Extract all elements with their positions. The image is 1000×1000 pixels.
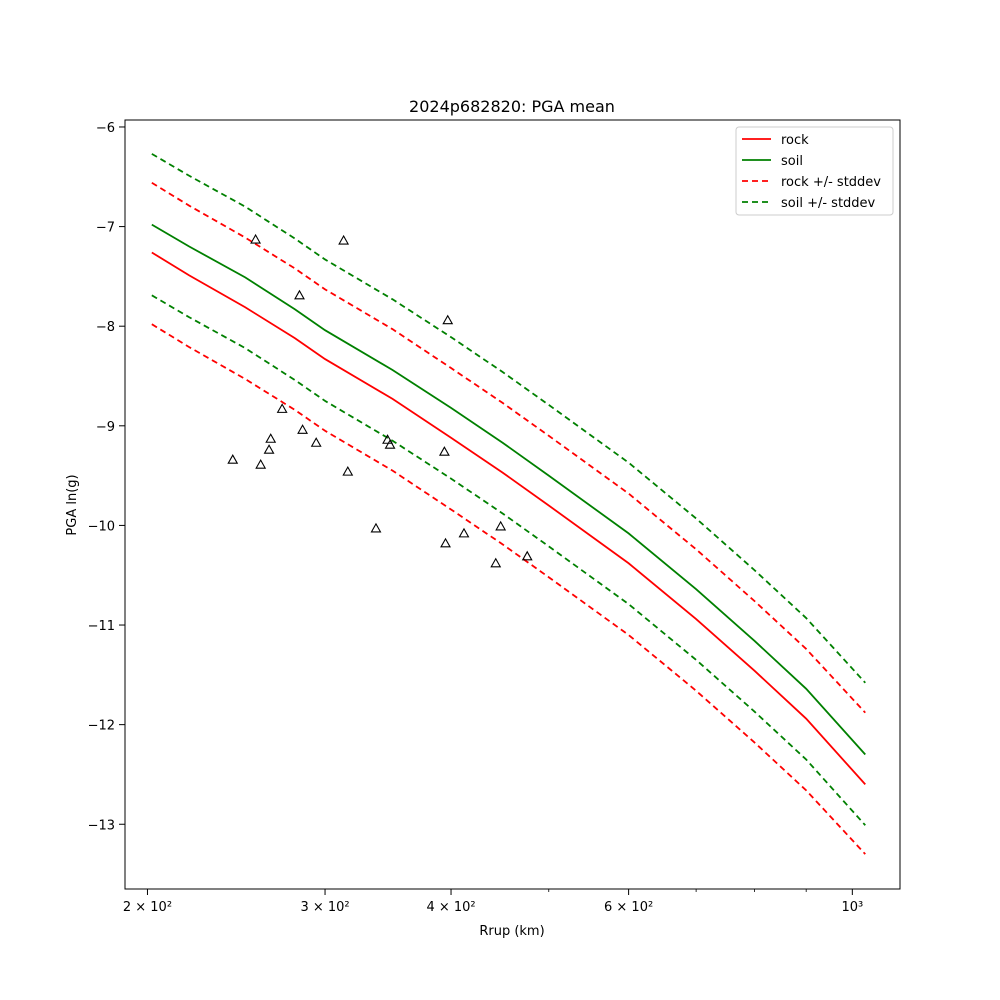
observation-point [382,434,393,444]
observation-point [458,527,470,538]
y-tick-label: −9 [96,420,115,435]
observation-point [255,459,267,469]
y-tick-label: −11 [88,619,115,634]
observation-point [370,522,382,533]
observation-point [250,233,262,244]
observation-point [227,454,239,464]
axes-frame [124,119,901,890]
observation-point [310,437,322,447]
observation-point [384,439,396,449]
observation-point [342,466,354,476]
x-axis-label: Rrup (km) [479,924,544,939]
observation-point [338,234,350,245]
plot-area [151,153,866,855]
observation-point [438,446,450,456]
observation-point [265,433,277,443]
chart-title: 2024p682820: PGA mean [409,97,615,116]
y-tick-label: −12 [88,719,115,734]
legend-box [735,126,894,216]
observation-point [440,537,451,548]
series-line-soil-stddev-4 [151,153,866,684]
series-line-rock-0 [151,251,866,786]
legend-label: soil +/- stddev [781,196,876,211]
y-tick-label: −6 [96,121,115,136]
series-line-soil-1 [151,223,866,756]
observation-point [276,403,288,413]
x-axis: 2 × 10² 3 × 10² 4 × 10² 6 × 10² 10³ [123,889,863,915]
observation-point [495,520,507,531]
y-tick-label: −10 [88,519,115,534]
y-tick-label: −13 [88,818,115,833]
x-tick-label: 4 × 10² [426,900,475,915]
observation-point [442,314,454,325]
y-axis: −6 −7 −8 −9 −10 −11 −12 −13 [88,121,125,833]
x-tick-label: 3 × 10² [300,900,349,915]
x-tick-label: 6 × 10² [604,900,653,915]
legend: rock soil rock +/- stddev soil +/- stddev [735,126,894,216]
x-tick-label: 10³ [841,900,863,915]
legend-label: rock [781,133,809,148]
observation-point [297,424,309,434]
observation-point [490,557,502,568]
legend-label: soil [781,154,803,169]
y-tick-label: −8 [96,320,115,335]
y-axis-label: PGA ln(g) [65,474,80,535]
observation-point [294,289,305,300]
x-tick-label: 2 × 10² [123,900,172,915]
observation-point [521,550,533,561]
series-line-soil-stddev-5 [151,294,866,826]
series-line-rock-stddev-2 [151,181,866,714]
series-line-rock-stddev-3 [151,323,866,855]
legend-label: rock +/- stddev [781,175,881,190]
y-tick-label: −7 [96,221,115,236]
observation-point [263,444,275,454]
